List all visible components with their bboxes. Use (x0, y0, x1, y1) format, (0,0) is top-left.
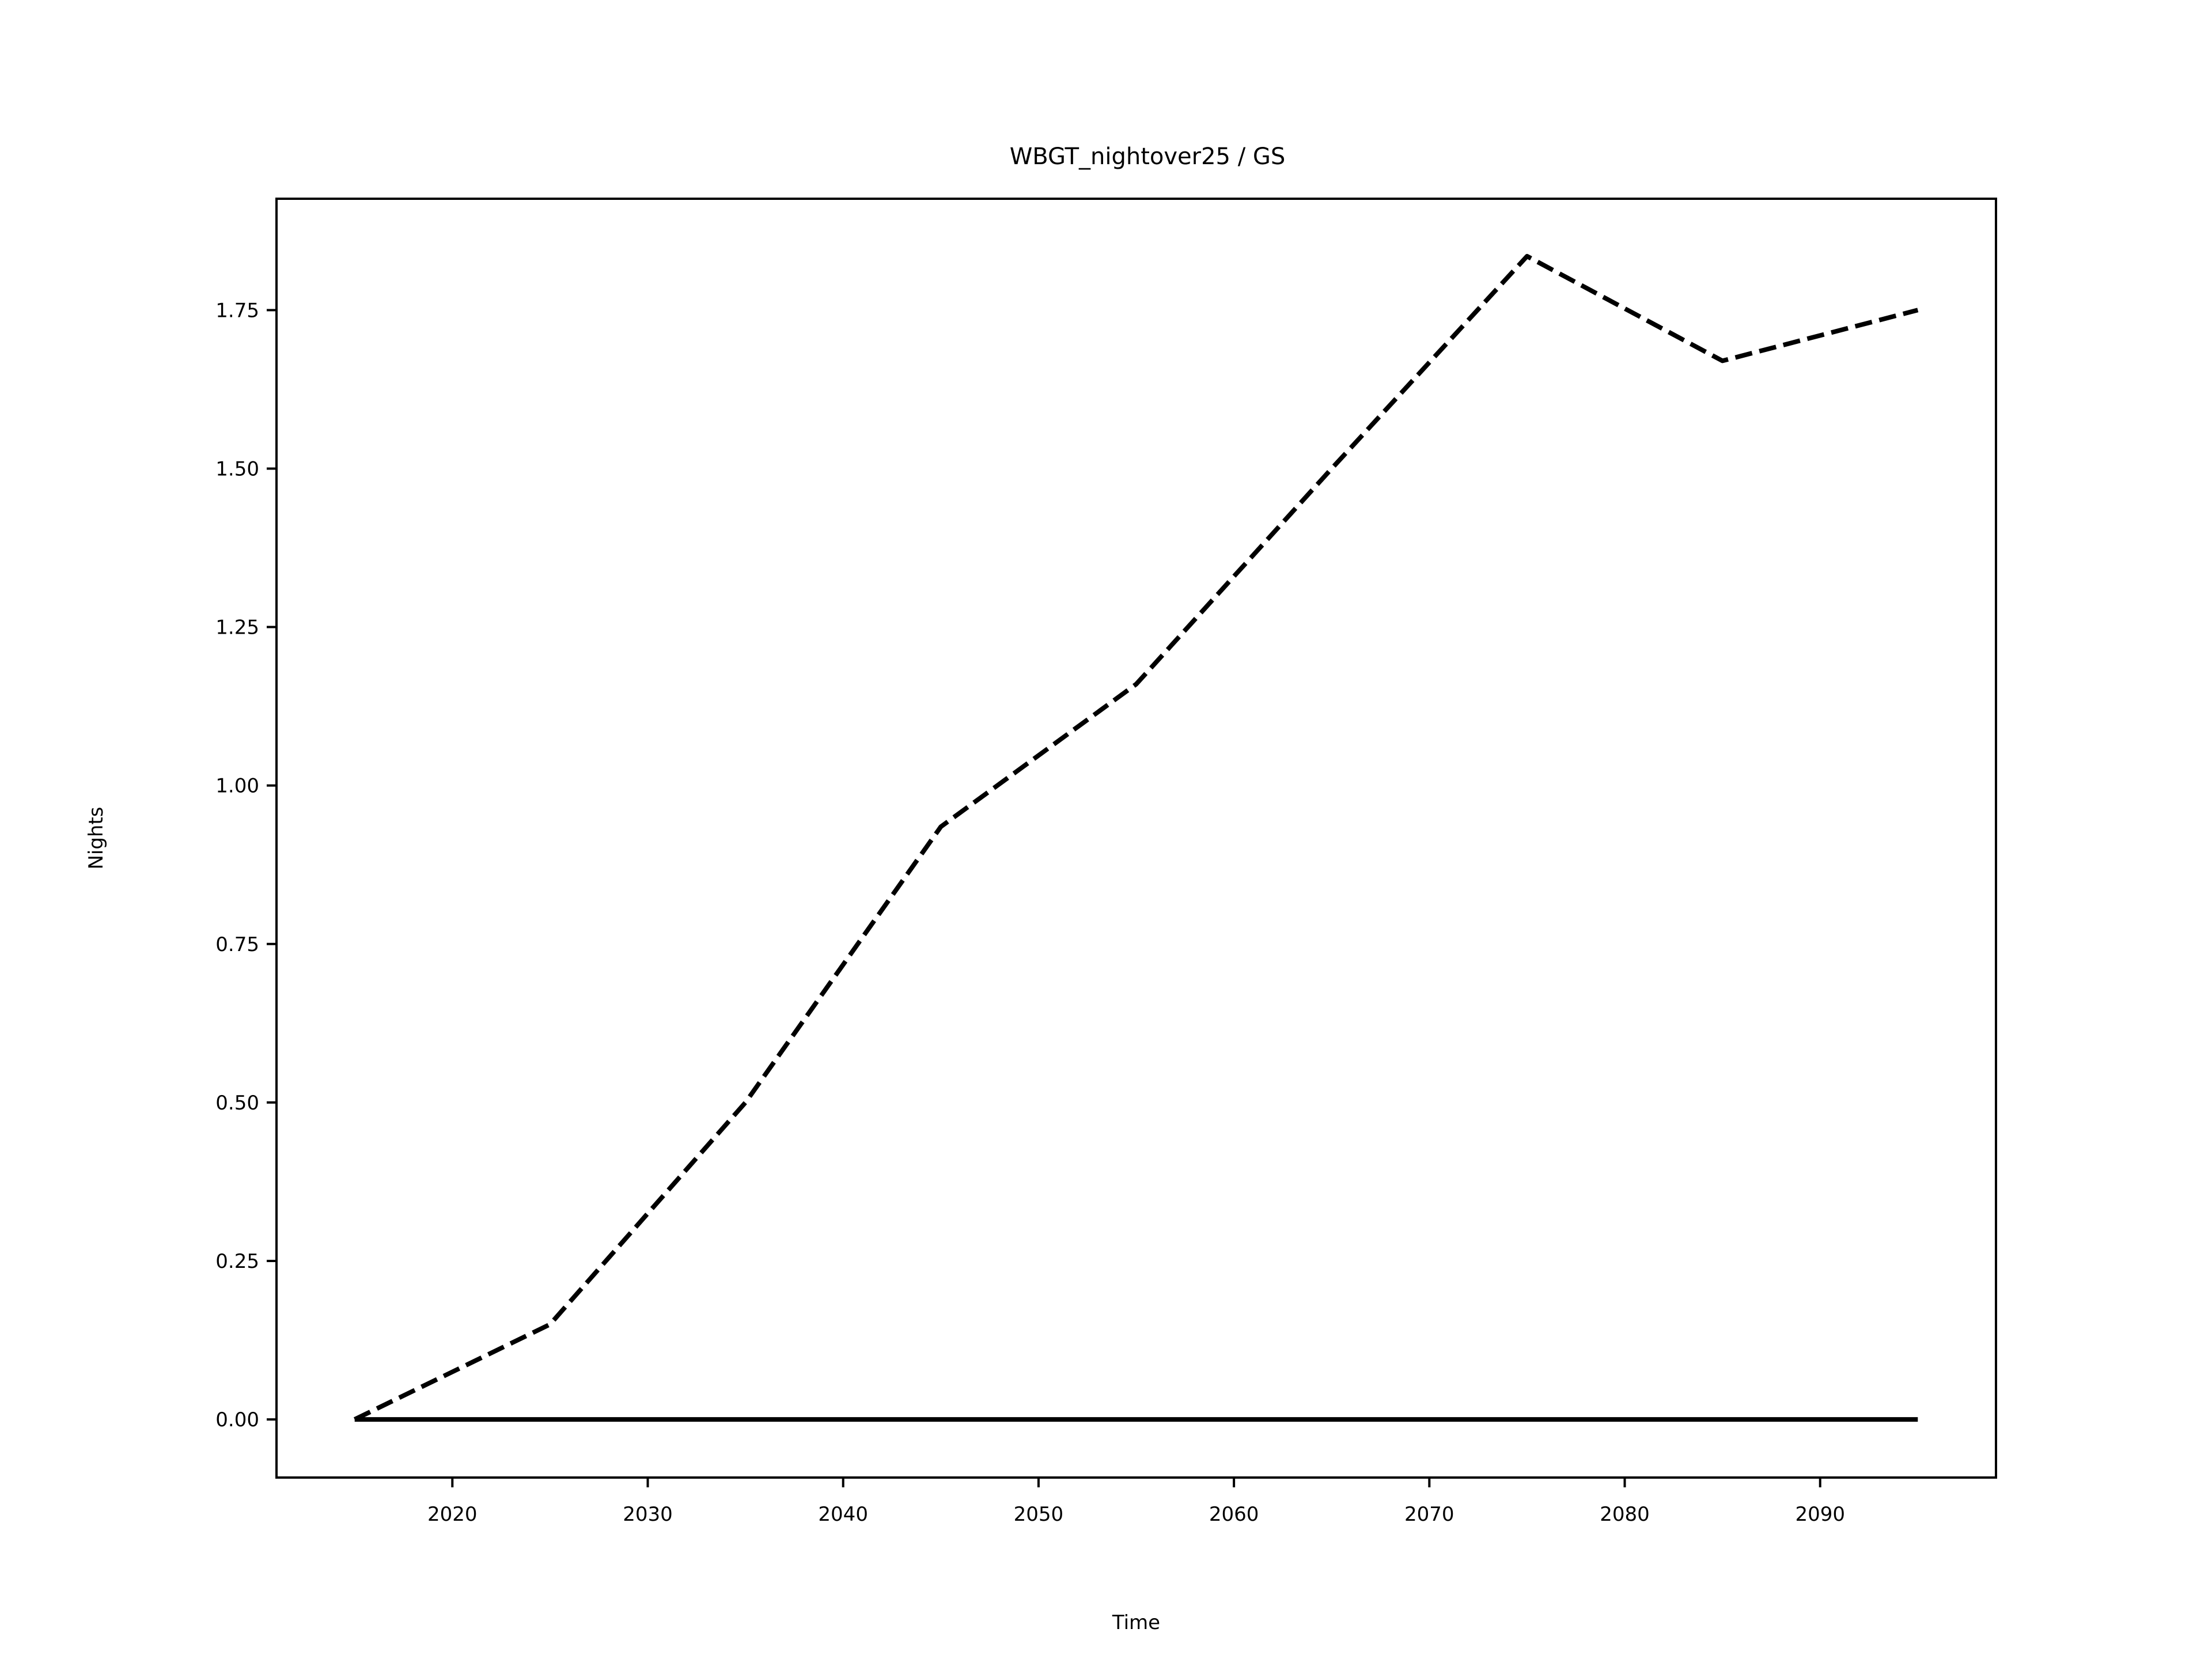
y-tick-label: 1.50 (215, 457, 259, 480)
x-axis-label: Time (1112, 1611, 1160, 1634)
chart-title: WBGT_nightover25 / GS (1010, 143, 1286, 170)
x-tick-label: 2020 (427, 1503, 478, 1526)
y-tick-label: 1.75 (215, 299, 259, 322)
y-axis-label: Nights (85, 806, 108, 869)
x-tick-label: 2080 (1600, 1503, 1650, 1526)
x-tick-label: 2050 (1014, 1503, 1064, 1526)
x-tick-label: 2030 (623, 1503, 673, 1526)
y-tick-label: 0.25 (215, 1250, 259, 1273)
x-tick-label: 2040 (818, 1503, 868, 1526)
y-tick-label: 0.00 (215, 1408, 259, 1431)
x-tick-label: 2090 (1795, 1503, 1845, 1526)
y-axis: 0.00 0.25 0.50 0.75 1.00 1.25 1.50 1.75 (215, 299, 276, 1431)
series-layer (353, 253, 1919, 1422)
x-tick-label: 2060 (1209, 1503, 1259, 1526)
x-axis: 2020 2030 2040 2050 2060 2070 2080 2090 (427, 1478, 1845, 1526)
y-tick-label: 1.25 (215, 616, 259, 639)
plot-area-frame (275, 198, 1997, 1479)
x-tick-label: 2070 (1404, 1503, 1455, 1526)
series-line-1-dashed (353, 253, 1919, 1422)
y-tick-label: 0.50 (215, 1092, 259, 1115)
y-tick-label: 1.00 (215, 775, 259, 798)
y-tick-label: 0.75 (215, 933, 259, 956)
